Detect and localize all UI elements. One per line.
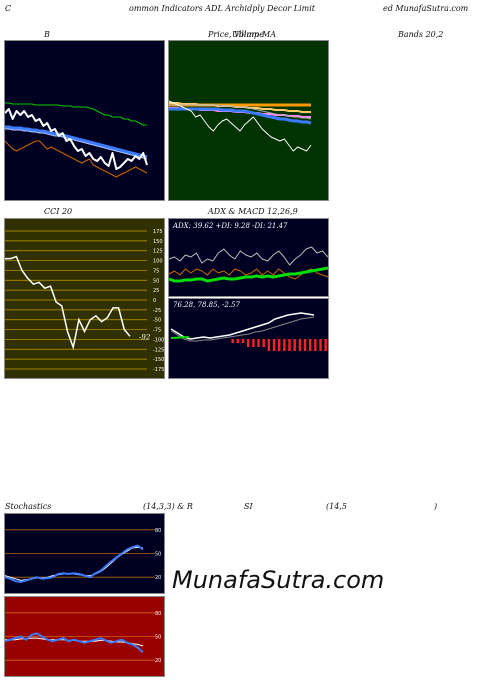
macd-histogram-bar bbox=[303, 339, 307, 351]
pv-price bbox=[169, 100, 312, 152]
price-volume-title: Price, Volume bbox=[208, 30, 264, 39]
stochastics-chart: 80 50 20 bbox=[5, 528, 161, 583]
macd-histogram-bar bbox=[278, 339, 281, 351]
cci-tick-label: 125 bbox=[153, 249, 163, 255]
cci-tick-label: -125 bbox=[153, 347, 164, 353]
macd-histogram-bar bbox=[288, 339, 291, 351]
cci-tick-label: -75 bbox=[153, 328, 161, 334]
stoch-title-c: SI bbox=[244, 502, 253, 511]
macd-chart: 76.28, 78.85, -2.57 bbox=[170, 301, 327, 351]
stoch-tick-label: 50 bbox=[155, 552, 161, 558]
rsi-tick-label: 50 bbox=[155, 635, 161, 641]
cci-tick-label: 100 bbox=[153, 259, 163, 265]
cci-chart: 175 150 125 100 75 50 25 0 -25 -50 -75 -100 -125 -150… bbox=[5, 229, 164, 373]
bb-upper-band bbox=[5, 102, 147, 126]
macd-histogram-bar bbox=[257, 339, 260, 347]
macd-histogram-bar bbox=[283, 339, 286, 351]
adx-plus-di bbox=[169, 246, 328, 266]
price-volume-panel bbox=[168, 40, 329, 201]
cci-tick-label: 50 bbox=[153, 278, 159, 284]
stoch-title-e: ) bbox=[434, 502, 438, 511]
macd-histogram-bar bbox=[298, 339, 302, 351]
bollinger-panel bbox=[4, 40, 165, 201]
bb-price bbox=[5, 108, 148, 170]
macd-readout: 76.28, 78.85, -2.57 bbox=[173, 301, 240, 309]
price-volume-overlay: Ullimp bbox=[232, 30, 260, 39]
macd-line bbox=[170, 312, 315, 340]
bb-lower-band bbox=[5, 140, 148, 178]
adx-readout: ADX: 39.62 +DI: 9.28 -DI: 21.47 bbox=[172, 222, 288, 230]
stoch-title-b: (14,3,3) & R bbox=[143, 502, 193, 511]
macd-histogram-bar bbox=[272, 339, 276, 351]
bands-param: Bands 20,2 bbox=[398, 30, 444, 39]
macd-histogram-bar bbox=[293, 339, 296, 351]
rsi-chart: 80 50 20 bbox=[5, 611, 161, 664]
cci-tick-label: 175 bbox=[153, 229, 163, 235]
macd-histogram-bar bbox=[324, 339, 327, 351]
adx-macd-title: ADX & MACD 12,26,9 bbox=[208, 207, 298, 216]
price-volume-ma: MA bbox=[262, 30, 276, 39]
rsi-main-line bbox=[5, 632, 144, 654]
adx-panel: ADX: 39.62 +DI: 9.28 -DI: 21.47 bbox=[168, 218, 329, 297]
cci-title: CCI 20 bbox=[44, 207, 73, 216]
macd-panel: 76.28, 78.85, -2.57 bbox=[168, 298, 329, 379]
stoch-title-d: (14,5 bbox=[326, 502, 347, 511]
pv-ma-blue bbox=[169, 107, 312, 125]
macd-histogram-bar bbox=[241, 339, 245, 343]
adx-chart: ADX: 39.62 +DI: 9.28 -DI: 21.47 bbox=[169, 222, 328, 283]
macd-green-start bbox=[170, 336, 190, 339]
watermark: MunafaSutra.com bbox=[172, 566, 385, 594]
macd-histogram-bar bbox=[267, 339, 271, 351]
macd-histogram-bar bbox=[262, 339, 265, 347]
cci-tick-label: -100 bbox=[153, 337, 164, 343]
cci-tick-label: -50 bbox=[153, 318, 161, 324]
macd-histogram-bar bbox=[236, 339, 240, 343]
stoch-tick-label: 80 bbox=[155, 528, 161, 534]
stoch-title-a: Stochastics bbox=[5, 502, 52, 511]
rsi-panel: 80 50 20 bbox=[4, 596, 165, 677]
stoch-tick-label: 20 bbox=[155, 575, 161, 581]
cci-line bbox=[5, 255, 131, 351]
macd-histogram-bar bbox=[252, 339, 255, 347]
stoch-main-line bbox=[5, 544, 144, 583]
cci-tick-label: 25 bbox=[153, 288, 159, 294]
bb-middle-band bbox=[5, 125, 148, 159]
rsi-tick-label: 20 bbox=[155, 658, 161, 664]
bb-middle-highlight bbox=[5, 128, 148, 160]
cci-tick-label: -175 bbox=[153, 367, 164, 373]
cci-tick-label: -150 bbox=[153, 357, 164, 363]
header-middle: ommon Indicators ADL Archidply Decor Lim… bbox=[129, 4, 315, 13]
bollinger-chart bbox=[5, 102, 148, 178]
bbands-title: B bbox=[44, 30, 50, 39]
macd-signal bbox=[170, 316, 315, 342]
macd-histogram-bar bbox=[309, 339, 312, 351]
header-right: ed MunafaSutra.com bbox=[383, 4, 469, 13]
cci-tick-label: 150 bbox=[153, 239, 163, 245]
cci-tick-label: -25 bbox=[153, 308, 161, 314]
header-left: C bbox=[5, 4, 12, 13]
rsi-tick-label: 80 bbox=[155, 611, 161, 617]
price-volume-chart bbox=[169, 100, 312, 152]
pv-ma-grey bbox=[169, 104, 312, 120]
cci-panel: 175 150 125 100 75 50 25 0 -25 -50 -75 -100 -125 -150… bbox=[4, 218, 165, 379]
cci-value-label: -92 bbox=[139, 333, 151, 341]
stochastics-panel: 80 50 20 bbox=[4, 513, 165, 594]
cci-tick-label: 0 bbox=[153, 298, 156, 304]
macd-histogram-bar bbox=[319, 339, 322, 351]
macd-histogram-bar bbox=[314, 339, 317, 351]
cci-tick-label: 75 bbox=[153, 268, 159, 274]
macd-histogram-bar bbox=[247, 339, 250, 347]
adx-line bbox=[169, 266, 328, 283]
macd-histogram-bar bbox=[231, 339, 234, 343]
